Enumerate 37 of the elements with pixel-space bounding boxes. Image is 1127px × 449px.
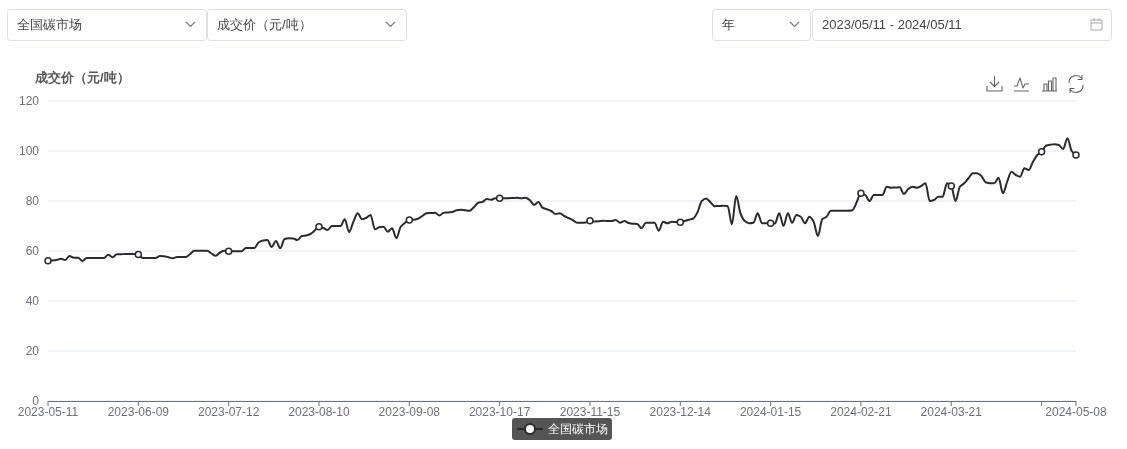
point <box>495 194 504 202</box>
x-tick-label: 2023-11-15 <box>559 405 621 419</box>
y-tick-label: 20 <box>25 344 40 358</box>
text: 全国碳市场 <box>17 17 82 32</box>
x-tick-label: 2023-12-14 <box>649 405 712 419</box>
text: 2023/05/11 - 2024/05/11 <box>822 17 962 32</box>
y-axis-title: 成交价（元/吨） <box>34 70 130 85</box>
x-tick-label: 2024-03-21 <box>920 405 983 419</box>
point <box>586 217 594 225</box>
point <box>947 182 956 190</box>
x-tick-label: 2024-05-08 <box>1045 405 1108 419</box>
y-tick-label: 100 <box>18 144 40 158</box>
legend-label: 全国碳市场 <box>548 422 608 436</box>
y-tick-label: 120 <box>18 94 40 108</box>
x-tick-label: 2024-01-15 <box>739 405 802 419</box>
y-tick-label: 0 <box>32 394 40 408</box>
x-tick-label: 2023-07-12 <box>197 405 260 419</box>
x-tick-label: 2023-06-09 <box>107 405 170 419</box>
x-tick-label: 2023-09-08 <box>378 405 441 419</box>
x-tick-label: 2023-05-11 <box>17 405 79 419</box>
point <box>134 250 143 259</box>
x-tick-label: 2023-08-10 <box>288 405 350 419</box>
point <box>1037 148 1046 156</box>
point <box>676 218 685 226</box>
y-tick-label: 60 <box>25 244 40 258</box>
text: 成交价（元/吨） <box>217 17 312 32</box>
point <box>857 189 865 197</box>
point <box>405 216 414 224</box>
x-tick-label: 2024-02-21 <box>830 405 892 419</box>
point <box>766 219 775 227</box>
y-tick-label: 40 <box>25 294 40 308</box>
point <box>315 223 323 231</box>
point <box>1072 151 1080 159</box>
point <box>44 257 52 265</box>
x-tick-label: 2023-10-17 <box>468 405 531 419</box>
point <box>224 247 233 255</box>
y-tick-label: 80 <box>25 194 40 208</box>
